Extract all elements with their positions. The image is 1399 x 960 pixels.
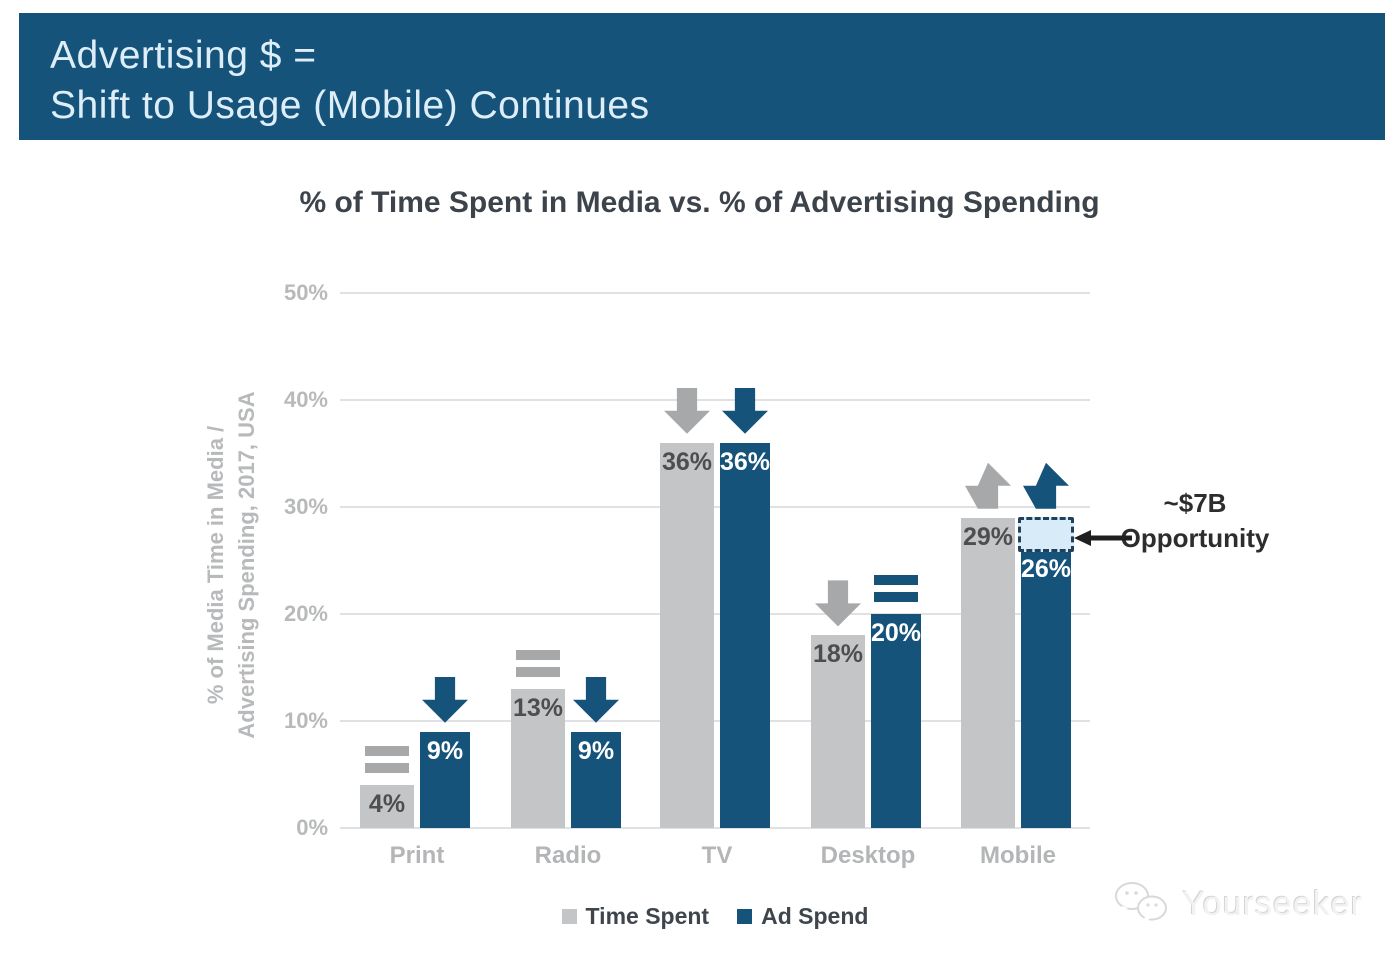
value-label-time-spent: 18% [812, 640, 864, 669]
bar-time-spent: 4% [360, 785, 414, 828]
equals-bar [516, 666, 560, 677]
equals-bar [874, 575, 918, 585]
left-arrow-icon [1074, 530, 1132, 546]
x-category-label: Mobile [980, 842, 1056, 869]
opportunity-annotation: ~$7B Opportunity [1120, 486, 1270, 556]
bar-ad-spend: 26% [1021, 549, 1072, 828]
x-category-label: Print [389, 842, 445, 869]
value-label-time-spent: 36% [661, 447, 713, 476]
value-label-ad-spend: 9% [577, 736, 615, 765]
up-arrow-icon-blue [1023, 462, 1069, 509]
opportunity-gap-box [1018, 516, 1074, 552]
header-title-line2: Shift to Usage (Mobile) Continues [50, 84, 650, 127]
watermark: Yourseeker [1112, 880, 1363, 928]
watermark-text: Yourseeker [1182, 884, 1363, 923]
value-label-time-spent: 13% [512, 693, 564, 722]
y-tick-label: 20% [283, 601, 328, 626]
x-category-label: TV [701, 842, 733, 869]
bar-ad-spend: 9% [420, 731, 470, 828]
down-arrow-icon-blue [722, 387, 768, 434]
y-tick-label: 50% [283, 280, 328, 305]
gridline [340, 613, 1090, 615]
value-label-ad-spend: 36% [720, 447, 771, 476]
y-tick-label: 0% [296, 815, 328, 840]
bar-time-spent: 13% [511, 688, 565, 828]
y-tick-label: 10% [283, 708, 328, 733]
wechat-icon [1115, 882, 1168, 924]
value-label-ad-spend: 26% [1021, 554, 1072, 583]
y-tick-label: 30% [283, 494, 328, 519]
value-label-ad-spend: 20% [871, 619, 922, 647]
legend-label-ad-spend: Ad Spend [761, 903, 869, 929]
equals-icon-gray [365, 746, 409, 774]
legend-label-time-spent: Time Spent [585, 903, 710, 929]
gridline [340, 292, 1090, 294]
gridline [340, 506, 1090, 508]
opportunity-amount: ~$7B [1163, 488, 1227, 518]
equals-bar [365, 746, 409, 757]
bar-ad-spend: 9% [571, 731, 621, 828]
legend-item-time-spent: Time Spent [561, 903, 710, 930]
y-tick-label: 40% [283, 387, 328, 412]
x-category-label: Radio [534, 842, 602, 869]
bar-time-spent: 29% [961, 517, 1015, 828]
equals-icon-gray [516, 649, 560, 677]
bar-ad-spend: 20% [871, 614, 921, 828]
equals-bar [516, 649, 560, 660]
gridline [340, 827, 1090, 829]
bar-time-spent: 18% [811, 635, 865, 828]
chart-title: % of Time Spent in Media vs. % of Advert… [299, 186, 1100, 219]
equals-bar [365, 763, 409, 774]
bar-ad-spend: 36% [720, 442, 771, 828]
time-spent-swatch [561, 909, 577, 924]
header-banner: Advertising $ = Shift to Usage (Mobile) … [19, 13, 1385, 140]
x-category-label: Desktop [820, 842, 916, 869]
value-label-ad-spend: 9% [426, 736, 464, 765]
equals-bar [874, 592, 918, 602]
header-title-line1: Advertising $ = [50, 34, 317, 77]
legend: Time Spent Ad Spend [340, 903, 1090, 930]
down-arrow-icon-blue [422, 676, 468, 723]
ad-spend-swatch [737, 909, 753, 924]
equals-icon-blue [874, 575, 918, 602]
bar-time-spent: 36% [660, 442, 714, 828]
gridline [340, 399, 1090, 401]
down-arrow-icon-blue [573, 676, 619, 723]
value-label-time-spent: 29% [962, 522, 1014, 551]
down-arrow-icon-gray [815, 580, 861, 627]
legend-item-ad-spend: Ad Spend [737, 903, 868, 930]
gridline [340, 720, 1090, 722]
opportunity-word: Opportunity [1120, 523, 1270, 553]
down-arrow-icon-gray [664, 387, 710, 434]
up-arrow-icon-gray [965, 462, 1011, 509]
value-label-time-spent: 4% [368, 790, 406, 819]
